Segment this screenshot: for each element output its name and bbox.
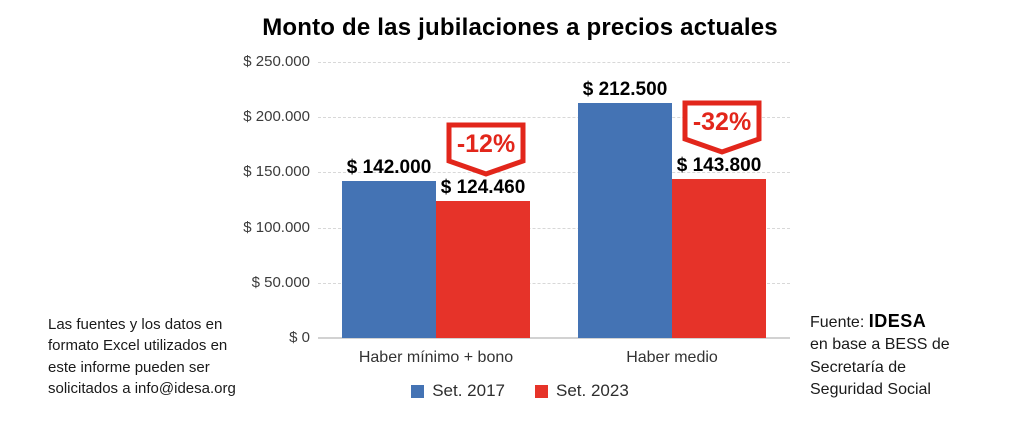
source-note: Fuente: IDESA en base a BESS de Secretar… [810, 309, 975, 402]
bar-value-label: $ 212.500 [582, 79, 668, 101]
category-label: Haber mínimo + bono [358, 349, 514, 366]
legend-item-set-2017: Set. 2017 [411, 381, 505, 401]
legend-swatch [535, 384, 548, 398]
badge-callout-shape: -12% [446, 122, 526, 177]
y-tick-label: $ 0 [289, 329, 310, 346]
gridline [318, 117, 790, 119]
legend-label: Set. 2023 [556, 381, 629, 400]
legend: Set. 2017 Set. 2023 [240, 381, 800, 401]
source-prefix: Fuente: [810, 314, 869, 331]
category-label: Haber medio [626, 349, 718, 366]
gridline [318, 227, 790, 229]
svg-text:-32%: -32% [693, 108, 751, 136]
bar-set-2017-c1 [578, 103, 672, 338]
y-tick-label: $ 250.000 [243, 53, 310, 70]
y-tick-label: $ 200.000 [243, 108, 310, 126]
y-tick-label: $ 150.000 [243, 163, 310, 181]
y-tick-label: $ 50.000 [251, 273, 310, 291]
svg-text:-12%: -12% [457, 130, 515, 158]
bar-set-2023-c0 [436, 200, 530, 338]
legend-item-set-2023: Set. 2023 [535, 381, 629, 401]
y-tick-label: $ 100.000 [243, 218, 310, 236]
gridline [318, 62, 790, 63]
bar-value-label: $ 124.460 [440, 176, 526, 198]
gridline [318, 282, 790, 284]
bar-set-2023-c1 [672, 179, 766, 338]
bar-set-2017-c0 [342, 181, 436, 338]
gridline [318, 337, 790, 339]
chart-title: Monto de las jubilaciones a precios actu… [262, 14, 778, 41]
gridline [318, 172, 790, 174]
source-brand: IDESA [868, 311, 927, 331]
source-rest: en base a BESS de Secretaría de Segurida… [810, 336, 950, 399]
bar-value-label: $ 142.000 [346, 157, 432, 179]
legend-label: Set. 2017 [432, 381, 505, 400]
pct-change-badge: -32% [681, 99, 763, 157]
plot-area [318, 62, 790, 339]
footnote-left: Las fuentes y los datos en formato Excel… [48, 316, 236, 398]
bar-value-label: $ 143.800 [676, 155, 762, 177]
pct-change-badge: -12% [445, 121, 527, 179]
badge-callout-shape: -32% [682, 100, 762, 155]
legend-swatch [411, 384, 425, 398]
